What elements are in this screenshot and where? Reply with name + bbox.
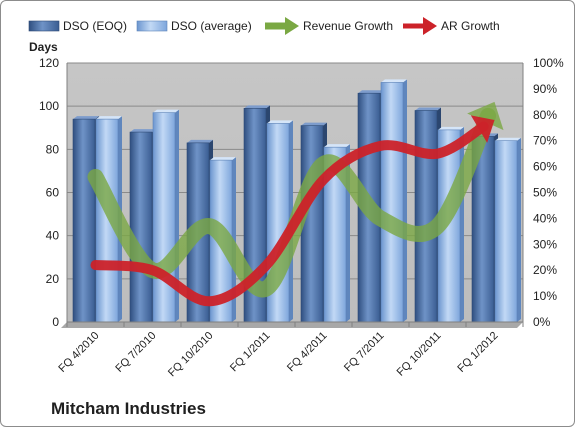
bar-dso-average — [494, 140, 518, 323]
legend-label: AR Growth — [441, 19, 500, 33]
bar-dso-eoq — [129, 131, 153, 323]
y2-tick-label: 50% — [533, 186, 557, 200]
bar-dso-average — [380, 82, 404, 323]
y2-tick-label: 10% — [533, 289, 557, 303]
bar-dso-eoq — [72, 118, 96, 323]
bar-top — [244, 105, 270, 109]
arrowhead-ar-growth — [470, 115, 495, 143]
x-tick-label: FQ 10/2010 — [166, 330, 216, 380]
bar-top — [96, 116, 122, 120]
y2-tick-label: 0% — [533, 315, 551, 329]
arrowhead-revenue-growth — [467, 101, 504, 131]
bar-top — [187, 139, 213, 143]
x-tick-label: FQ 7/2010 — [113, 330, 158, 375]
legend-swatch-arrow — [285, 17, 299, 35]
y-axis-label: Days — [29, 40, 58, 54]
y2-tick-label: 60% — [533, 160, 557, 174]
bar-top — [210, 157, 236, 161]
y2-tick-label: 90% — [533, 82, 557, 96]
y-tick-label: 100 — [39, 99, 59, 113]
y-tick-label: 80 — [46, 142, 60, 156]
bar-top — [358, 90, 384, 94]
y-tick-label: 20 — [46, 272, 60, 286]
x-tick-label: FQ 1/2012 — [455, 330, 500, 375]
bar-side — [175, 109, 179, 323]
company-title: Mitcham Industries — [51, 399, 206, 418]
plot-floor — [61, 322, 523, 328]
bar-top — [381, 79, 407, 83]
bar-top — [153, 109, 179, 113]
y2-tick-label: 40% — [533, 211, 557, 225]
y2-tick-label: 20% — [533, 263, 557, 277]
bar-top — [324, 144, 350, 148]
legend-label: Revenue Growth — [303, 19, 393, 33]
y-tick-label: 60 — [46, 186, 60, 200]
x-tick-label: FQ 10/2011 — [395, 330, 444, 379]
x-tick-label: FQ 7/2011 — [342, 330, 387, 375]
y-tick-label: 40 — [46, 229, 60, 243]
bar-top — [415, 107, 441, 111]
bar-top — [301, 122, 327, 126]
legend-swatch — [28, 20, 60, 32]
y2-tick-label: 100% — [533, 56, 564, 70]
bar-top — [73, 116, 99, 120]
bar-side — [403, 79, 407, 322]
legend-label: DSO (average) — [171, 19, 252, 33]
legend-swatch — [136, 20, 168, 32]
x-tick-label: FQ 1/2011 — [228, 330, 273, 375]
bar-side — [517, 137, 521, 322]
series-line-ar-growth — [90, 121, 489, 307]
x-tick-label: FQ 4/2010 — [56, 330, 101, 375]
y-tick-label: 120 — [39, 56, 59, 70]
legend-swatch-arrow — [423, 17, 437, 35]
x-tick-label: FQ 4/2011 — [285, 330, 330, 375]
bar-dso-average — [152, 112, 176, 323]
y-tick-label: 0 — [52, 315, 59, 329]
y2-tick-label: 80% — [533, 108, 557, 122]
bar-dso-eoq — [414, 110, 438, 323]
bar-top — [495, 137, 521, 141]
bar-top — [438, 126, 464, 130]
y2-tick-label: 30% — [533, 237, 557, 251]
y2-tick-label: 70% — [533, 134, 557, 148]
bar-top — [267, 120, 293, 124]
bar-top — [130, 129, 156, 133]
bar-side — [460, 126, 464, 323]
legend-label: DSO (EOQ) — [63, 19, 127, 33]
bar-side — [232, 157, 236, 322]
